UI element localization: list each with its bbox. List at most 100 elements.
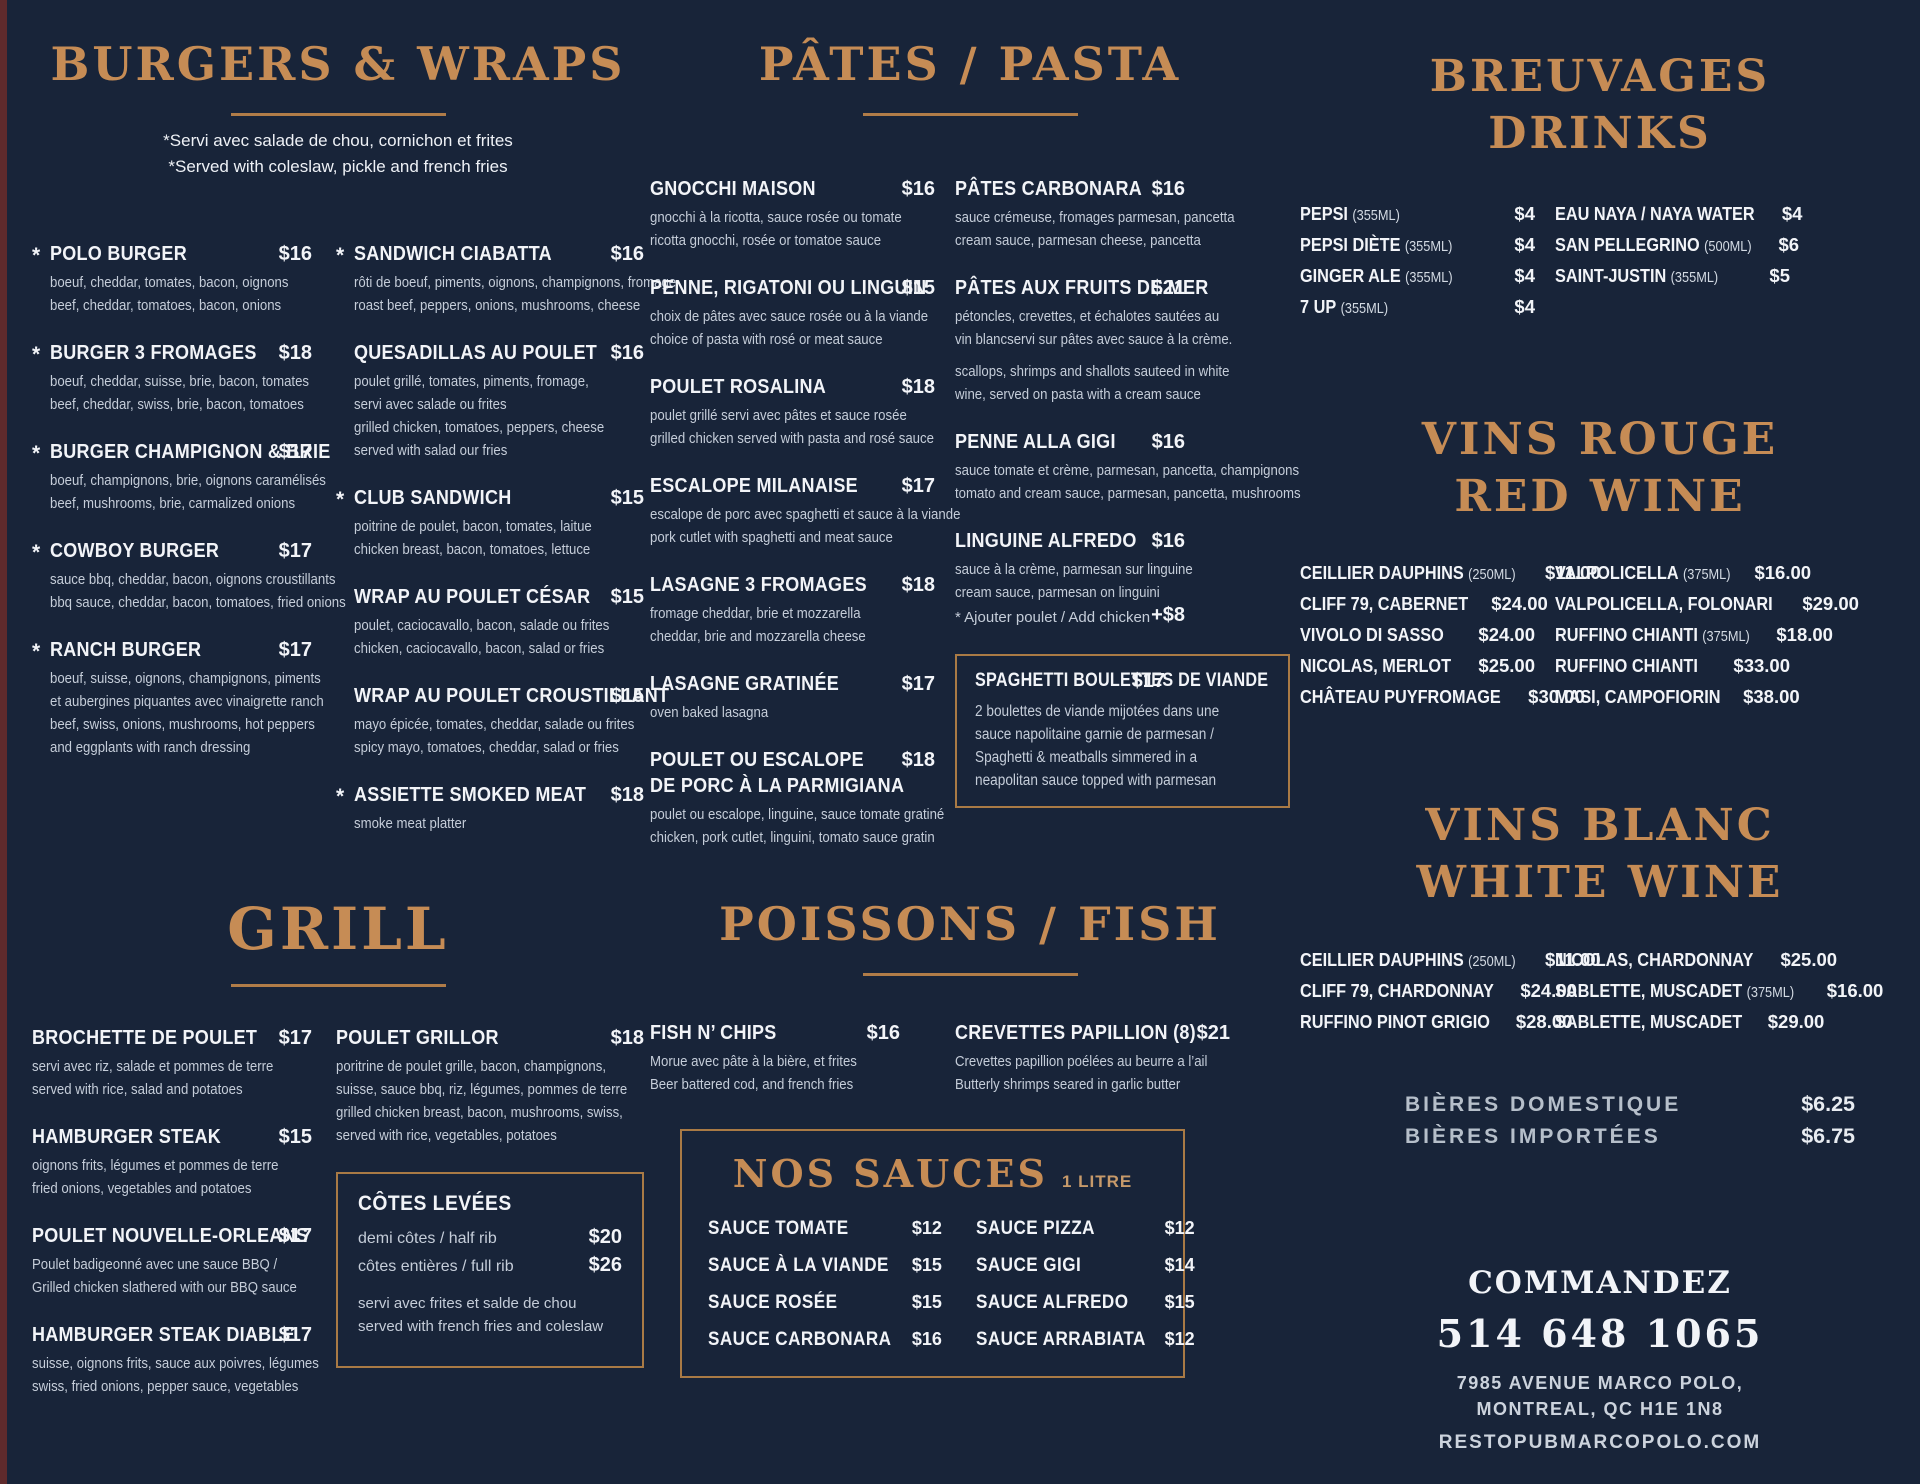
- item-description: and eggplants with ranch dressing: [50, 738, 251, 756]
- row-left: PEPSI (355ML): [1300, 203, 1400, 225]
- price-row: 7 UP (355ML) $4: [1300, 296, 1535, 318]
- item-description: boeuf, cheddar, tomates, bacon, oignons: [50, 273, 289, 291]
- item-header: PENNE, RIGATONI OU LINGUIN $15: [650, 277, 935, 300]
- row-name: NICOLAS, CHARDONNAY: [1555, 948, 1754, 970]
- row-left: SAINT-JUSTIN (355ML): [1555, 265, 1718, 287]
- row-price: $24.00: [1520, 979, 1577, 1001]
- menu-item: POULET NOUVELLE-ORLEANS $17 Poulet badigeo…: [32, 1225, 312, 1299]
- star-marker: *: [32, 243, 41, 267]
- item-name: BURGER 3 FROMAGES: [50, 341, 257, 364]
- item-header: * RANCH BURGER $17: [32, 639, 312, 663]
- row-price: $29.00: [1767, 1010, 1825, 1032]
- row-price: $4: [1514, 203, 1535, 225]
- sauces-title-row: NOS SAUCES 1 LITRE: [708, 1151, 1157, 1196]
- item-name: BROCHETTE DE POULET: [32, 1027, 258, 1050]
- item-description: beef, swiss, onions, mushrooms, hot pepp…: [50, 715, 315, 733]
- label-price-row: SAUCE ALFREDO $15: [976, 1292, 1195, 1314]
- row-price: $16.00: [1826, 979, 1884, 1001]
- row-left: CLIFF 79, CHARDONNAY: [1300, 980, 1494, 1002]
- item-price: $18: [901, 375, 935, 398]
- item-description: served with rice, vegetables, potatoes: [336, 1127, 557, 1145]
- item-header: * ASSIETTE SMOKED MEAT $18: [336, 783, 644, 808]
- row-price: $29.00: [1802, 593, 1859, 615]
- left-edge-strip: [0, 0, 7, 1484]
- row-left: CEILLIER DAUPHINS (250ML): [1300, 562, 1516, 584]
- section-title-grill: GRILL: [227, 894, 449, 963]
- row-name: GINGER ALE: [1300, 265, 1401, 287]
- item-header: SPAGHETTI BOULETTES DE VIANDE $17: [975, 670, 1270, 692]
- item-name: PÂTES AUX FRUITS DE MER: [955, 276, 1209, 299]
- item-name: POLO BURGER: [50, 242, 187, 265]
- section-title-white-wine-fr: VINS BLANC: [1425, 800, 1775, 852]
- row-price: $4: [1514, 296, 1535, 318]
- row-label: demi côtes / half rib: [358, 1230, 497, 1248]
- row-left: EAU NAYA / NAYA WATER: [1555, 203, 1755, 225]
- row-price: $15: [911, 1254, 942, 1275]
- menu-item: POULET ROSALINA $18 poulet grillé servi av…: [650, 376, 935, 450]
- menu-item: * BURGER CHAMPIGNON & BRIE $17 boeuf, champ…: [32, 441, 330, 515]
- pasta-column-1: GNOCCHI MAISON $16 gnocchi à la ricotta, s…: [650, 178, 960, 874]
- item-name: SANDWICH CIABATTA: [354, 242, 552, 265]
- addon-row: * Ajouter poulet / Add chicken +$8: [955, 604, 1290, 629]
- row-label: BIÈRES DOMESTIQUE: [1405, 1092, 1682, 1116]
- label-price-row: demi côtes / half rib $20: [358, 1226, 622, 1249]
- price-row: MASI, CAMPOFIORIN $38.00: [1555, 686, 1800, 708]
- section-title-drinks-en: DRINKS: [1488, 107, 1712, 159]
- row-price: $25.00: [1478, 655, 1535, 677]
- row-label: SAUCE GIGI: [975, 1254, 1082, 1276]
- ribs-note-fr: servi avec frites et salde de chou: [358, 1295, 577, 1313]
- item-description: Morue avec pâte à la bière, et frites: [650, 1052, 857, 1070]
- nos-sauces-box: NOS SAUCES 1 LITRE SAUCE TOMATE $12 SAUCE …: [680, 1128, 1195, 1378]
- item-name: HAMBURGER STEAK DIABLE: [32, 1324, 295, 1347]
- middle-column: PÂTES / PASTA GNOCCHI MAISON $16 gnocchi à…: [650, 38, 1301, 1378]
- burgers-note-fr: *Servi avec salade de chou, cornichon et…: [163, 130, 513, 150]
- fish-column-2: CREVETTES PAPILLION (8) $21 Crevettes papi…: [955, 1022, 1230, 1121]
- item-name: PENNE, RIGATONI OU LINGUIN: [650, 276, 927, 299]
- item-description: servi avec riz, salade et pommes de terr…: [32, 1058, 274, 1076]
- item-description: suisse, sauce bbq, riz, légumes, pommes …: [336, 1081, 628, 1099]
- item-name-line2: DE PORC À LA PARMIGIANA: [650, 775, 935, 798]
- item-price: $17: [901, 474, 935, 497]
- row-left: SABLETTE, MUSCADET (375ML): [1555, 980, 1794, 1002]
- price-row: VALPOLICELLA (375ML) $16.00: [1555, 562, 1811, 584]
- row-size: (355ML): [1405, 270, 1453, 287]
- item-header: LASAGNE 3 FROMAGES $18: [650, 574, 935, 597]
- item-description: Crevettes papillion poélées au beurre a …: [955, 1052, 1208, 1070]
- row-price: $12: [1164, 1217, 1195, 1238]
- menu-item: * ASSIETTE SMOKED MEAT $18 smoke meat platt…: [336, 783, 644, 835]
- item-name: LINGUINE ALFREDO: [955, 529, 1137, 552]
- label-price-row: SAUCE TOMATE $12: [708, 1218, 942, 1240]
- item-description: poritrine de poulet grille, bacon, champ…: [336, 1058, 607, 1076]
- star-marker: *: [336, 487, 345, 511]
- menu-item: LASAGNE GRATINÉE $17 oven baked lasagna: [650, 673, 935, 724]
- item-description: sauce tomate et crème, parmesan, pancett…: [955, 461, 1300, 479]
- website-url: RESTOPUBMARCOPOLO.COM: [1438, 1431, 1762, 1453]
- item-price: $18: [610, 783, 644, 806]
- menu-item: LINGUINE ALFREDO $16 sauce à la crème, par…: [955, 530, 1290, 629]
- burgers-notes: *Servi avec salade de chou, cornichon et…: [32, 128, 644, 181]
- item-description: cream sauce, parmesan on linguini: [955, 583, 1160, 601]
- red-wine-grid: CEILLIER DAUPHINS (250ML) $11.00 CLIFF 79, …: [1300, 562, 1900, 717]
- address-line-1: 7985 AVENUE MARCO POLO,: [1456, 1372, 1744, 1393]
- row-name: 7 UP: [1300, 296, 1337, 318]
- item-description: Beer battered cod, and french fries: [650, 1075, 854, 1093]
- item-name: LASAGNE GRATINÉE: [650, 672, 839, 695]
- price-row: CHÂTEAU PUYFROMAGE $30.00: [1300, 686, 1585, 708]
- item-description: tomato and cream sauce, parmesan, pancet…: [955, 484, 1301, 502]
- item-price: $16: [1151, 177, 1185, 200]
- item-description: chicken breast, bacon, tomatoes, lettuce: [354, 540, 591, 558]
- row-name: SAINT-JUSTIN: [1555, 265, 1667, 287]
- row-price: $6.25: [1801, 1091, 1855, 1116]
- label-price-row: SAUCE GIGI $14: [976, 1255, 1195, 1277]
- row-left: NICOLAS, MERLOT: [1300, 655, 1451, 677]
- item-description: boeuf, suisse, oignons, champignons, pim…: [50, 669, 321, 687]
- price-row: SAINT-JUSTIN (355ML) $5: [1555, 265, 1790, 287]
- item-price: $17: [278, 539, 312, 562]
- item-description: poulet grillé, tomates, piments, fromage…: [354, 372, 589, 390]
- grill-title-underline: [230, 984, 446, 988]
- price-row: PEPSI DIÈTE (355ML) $4: [1300, 234, 1535, 256]
- row-price: $20: [588, 1226, 622, 1249]
- row-name: CEILLIER DAUPHINS: [1300, 562, 1464, 584]
- row-price: $26: [588, 1254, 622, 1277]
- item-header: LINGUINE ALFREDO $16: [955, 530, 1290, 553]
